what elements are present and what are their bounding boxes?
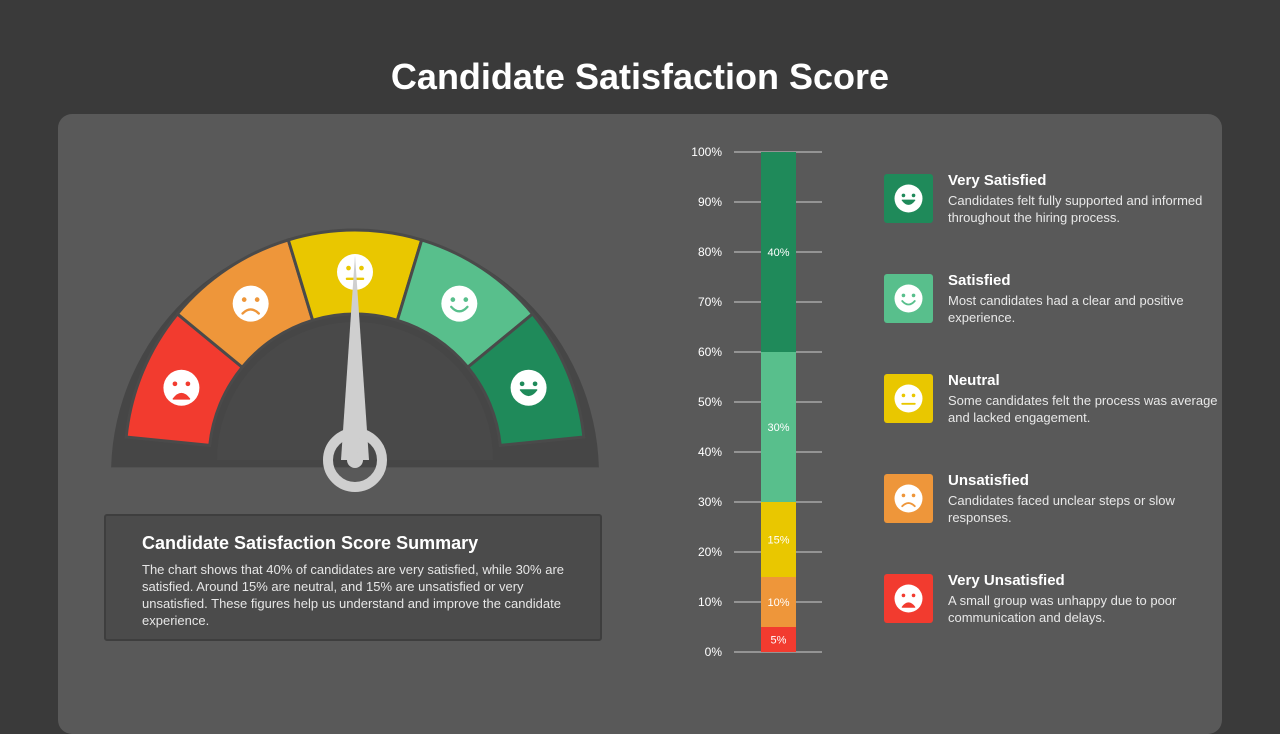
legend-desc: Most candidates had a clear and positive… [948,293,1184,325]
legend-label: Very Unsatisfied [948,572,1065,589]
legend-item-unsatisfied: Unsatisfied Candidates faced unclear ste… [884,472,1224,534]
summary-box: Candidate Satisfaction Score Summary The… [104,514,602,641]
legend-label: Neutral [948,372,1000,389]
y-tick-label: 70% [698,295,722,309]
summary-title: Candidate Satisfaction Score Summary [142,533,479,553]
legend-desc: Candidates faced unclear steps or slow r… [948,493,1175,525]
legend-label: Unsatisfied [948,472,1029,489]
y-tick-label: 80% [698,245,722,259]
gauge-needle [341,255,369,460]
bar-segment [761,152,796,352]
happy-face-icon [510,369,547,406]
y-tick-label: 40% [698,445,722,459]
legend-swatch [884,174,933,223]
bar-data-label: 5% [771,635,787,647]
bar-segment [761,352,796,502]
bar-segment [761,577,796,627]
legend-item-very-unsatisfied: Very Unsatisfied A small group was unhap… [884,572,1224,634]
sad-face-icon [894,484,923,513]
legend-label: Satisfied [948,272,1011,289]
gauge-pivot-dot [347,452,363,468]
gauge-pivot [323,428,387,492]
legend-item-neutral: Neutral Some candidates felt the process… [884,372,1224,434]
legend-item-very-satisfied: Very Satisfied Candidates felt fully sup… [884,172,1224,234]
legend-desc: A small group was unhappy due to poor co… [948,593,1177,625]
legend-desc: Some candidates felt the process was ave… [948,393,1218,425]
legend-swatch [884,574,933,623]
very-sad-face-icon [163,369,200,406]
bar-data-label: 15% [767,535,789,547]
legend-item-satisfied: Satisfied Most candidates had a clear an… [884,272,1224,334]
smile-face-icon [441,285,478,322]
legend-swatch [884,274,933,323]
very-sad-face-icon [894,584,923,613]
legend-swatch [884,374,933,423]
bar-data-label: 30% [767,422,789,434]
y-tick-label: 50% [698,395,722,409]
summary-text: The chart shows that 40% of candidates a… [142,562,564,628]
y-tick-label: 10% [698,595,722,609]
bar-segment [761,502,796,577]
bar-data-label: 40% [767,247,789,259]
y-tick-label: 100% [691,145,722,159]
legend-desc: Candidates felt fully supported and info… [948,193,1203,225]
neutral-face-icon [894,384,923,413]
y-tick-label: 60% [698,345,722,359]
smile-face-icon [894,284,923,313]
y-tick-label: 0% [705,645,723,659]
happy-face-icon [894,184,923,213]
sad-face-icon [232,285,269,322]
legend-swatch [884,474,933,523]
y-tick-label: 90% [698,195,722,209]
legend-label: Very Satisfied [948,172,1047,189]
bar-data-label: 10% [767,597,789,609]
y-tick-label: 20% [698,545,722,559]
bar-segment [761,627,796,652]
page-title: Candidate Satisfaction Score [390,56,890,97]
y-tick-label: 30% [698,495,722,509]
